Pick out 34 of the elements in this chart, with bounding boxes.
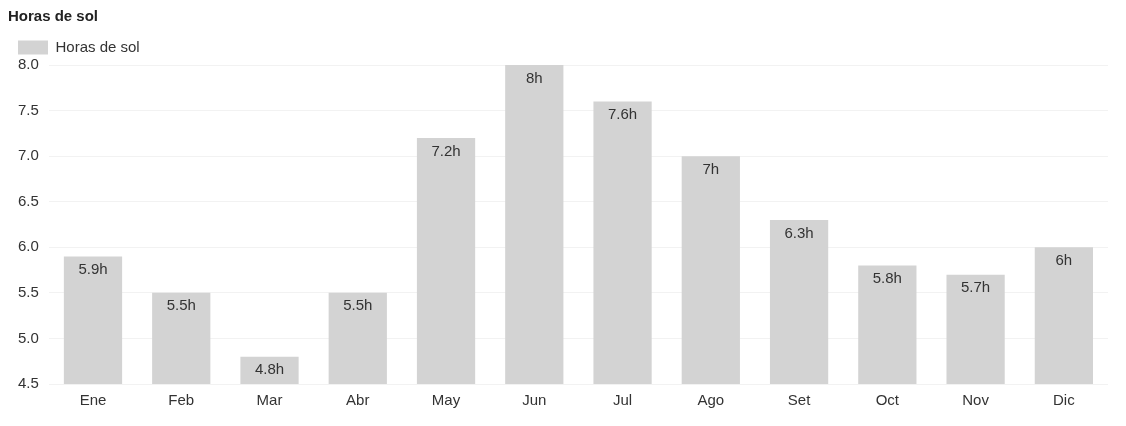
y-tick-label: 5.5 (17, 283, 39, 300)
legend-label: Horas de sol (55, 37, 140, 55)
x-tick-label: Dic (1053, 391, 1076, 409)
y-tick-label: 7.0 (17, 146, 39, 164)
data-label: 5.5h (343, 296, 373, 314)
y-tick-label: 6.5 (17, 191, 39, 209)
x-tick-label: Ago (697, 391, 725, 409)
data-label: 7.6h (607, 105, 638, 123)
x-tick-label: Abr (346, 391, 370, 409)
data-label: 7h (702, 159, 720, 177)
data-label: 5.9h (78, 260, 108, 278)
x-tick-label: Mar (256, 391, 283, 409)
x-tick-label: Feb (168, 391, 195, 409)
data-label: 7.2h (431, 141, 461, 159)
y-tick-label: 7.5 (17, 100, 39, 118)
data-label: 5.5h (166, 296, 196, 314)
x-tick-label: Set (787, 391, 812, 409)
x-tick-label: Nov (962, 391, 990, 409)
data-label: 6h (1055, 250, 1073, 268)
data-label: 5.7h (961, 278, 991, 296)
data-label: 6.3h (784, 223, 814, 241)
data-label: 5.8h (872, 269, 902, 287)
y-tick-label: 4.5 (17, 374, 39, 392)
x-tick-label: May (431, 391, 461, 409)
x-tick-label: Jul (612, 391, 633, 409)
y-tick-label: 8.0 (17, 55, 39, 73)
x-tick-label: Oct (875, 391, 900, 409)
chart-title: Horas de sol (8, 7, 99, 25)
y-tick-label: 5.0 (17, 328, 39, 346)
data-label: 4.8h (254, 360, 285, 378)
x-tick-label: Jun (522, 391, 547, 409)
x-tick-label: Ene (79, 391, 107, 409)
y-tick-label: 6.0 (17, 237, 39, 255)
data-label: 8h (525, 68, 543, 86)
